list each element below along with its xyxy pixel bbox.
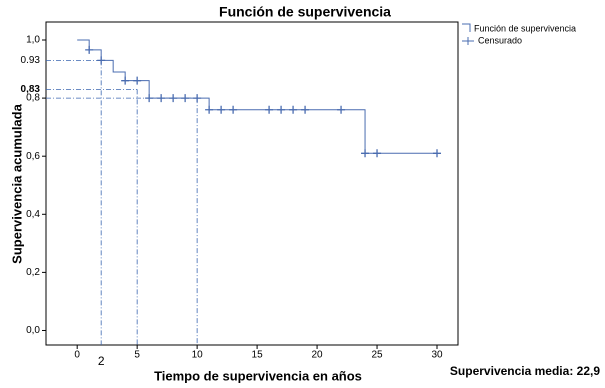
survival-curve <box>77 39 438 154</box>
censor-mark <box>373 149 382 158</box>
legend-symbol <box>462 23 471 32</box>
censor-mark <box>157 94 166 103</box>
chart-title: Función de supervivencia <box>219 4 391 20</box>
censor-mark <box>121 76 130 85</box>
x-tick-label: 25 <box>371 350 383 361</box>
y-annotation: 0.93 <box>21 55 41 66</box>
censor-mark <box>289 105 298 114</box>
y-tick-label: 0,0 <box>26 325 40 336</box>
x-tick-label: 30 <box>431 350 443 361</box>
censor-mark <box>133 76 142 85</box>
censor-mark <box>181 94 190 103</box>
censor-mark <box>193 94 202 103</box>
legend-label: Censurado <box>478 35 522 45</box>
y-tick-label: 0,2 <box>26 267 40 278</box>
y-axis-label: Supervivencia acumulada <box>9 103 24 263</box>
censor-mark <box>229 105 238 114</box>
x-tick-label: 20 <box>312 350 324 361</box>
x-axis-label: Tiempo de supervivencia en años <box>154 368 362 383</box>
legend-symbol <box>462 37 474 45</box>
x-tick-label: 5 <box>134 350 140 361</box>
legend-label: Función de supervivencia <box>474 23 576 33</box>
y-tick-label: 0,6 <box>26 151 40 162</box>
censor-mark <box>301 105 310 114</box>
censor-mark <box>361 149 370 158</box>
censor-mark <box>217 105 226 114</box>
y-tick-label: 0,4 <box>26 209 40 220</box>
plot-frame <box>45 21 459 346</box>
x-tick-label: 10 <box>192 350 204 361</box>
censor-mark <box>265 105 274 114</box>
y-tick-label: 0,8 <box>26 93 40 104</box>
footnote: Supervivencia media: 22,9 <box>450 364 600 378</box>
censor-mark <box>277 105 286 114</box>
censor-mark <box>97 56 106 65</box>
y-annotation: 0,83 <box>21 84 41 95</box>
censor-mark <box>85 45 94 54</box>
censor-mark <box>337 105 346 114</box>
censor-mark <box>433 149 442 158</box>
y-tick-label: 1,0 <box>26 35 40 46</box>
x-tick-label: 0 <box>74 350 80 361</box>
x-tick-label: 15 <box>252 350 264 361</box>
censor-mark <box>145 94 154 103</box>
censor-mark <box>169 94 178 103</box>
x-annotation: 2 <box>98 354 105 368</box>
censor-mark <box>205 105 214 114</box>
